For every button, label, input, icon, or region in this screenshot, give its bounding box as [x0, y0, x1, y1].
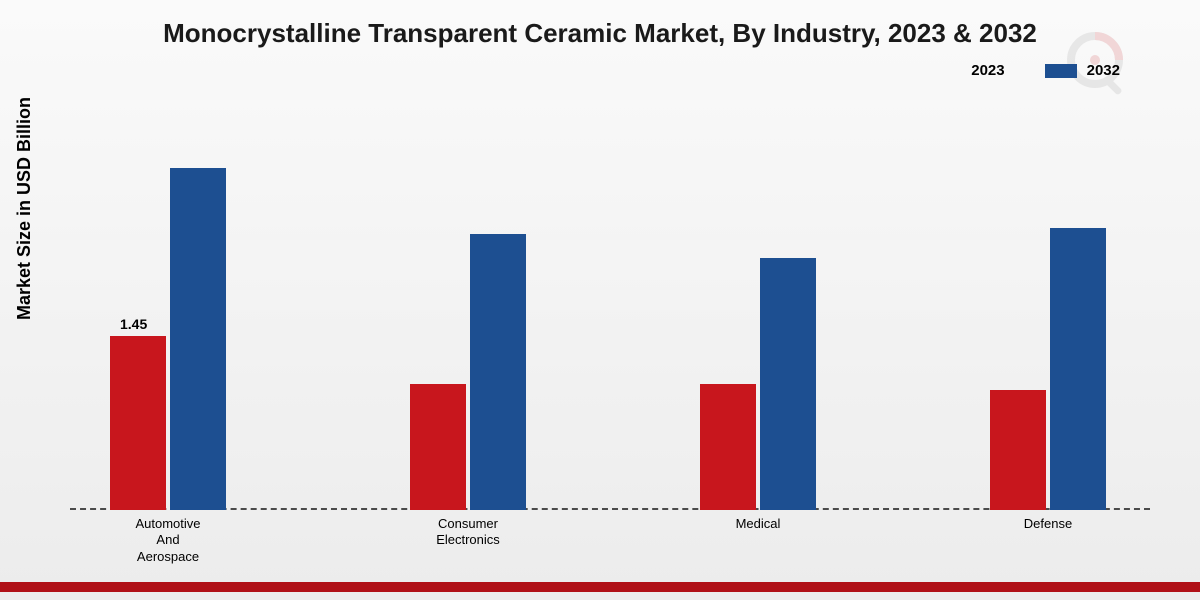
- legend-swatch-2023: [929, 64, 961, 78]
- baseline: [70, 508, 1150, 510]
- bar-group: ConsumerElectronics: [410, 234, 526, 510]
- legend-swatch-2032: [1045, 64, 1077, 78]
- legend-label-2023: 2023: [971, 62, 1004, 79]
- bar-2032: [1050, 228, 1106, 510]
- x-axis-label: ConsumerElectronics: [408, 516, 528, 549]
- bar-2023: [410, 384, 466, 510]
- x-axis-label: Defense: [988, 516, 1108, 532]
- x-axis-label: Medical: [698, 516, 818, 532]
- bar-group: Medical: [700, 258, 816, 510]
- plot-area: 1.45AutomotiveAndAerospace ConsumerElectr…: [80, 90, 1140, 510]
- legend-item-2023: 2023: [929, 62, 1004, 79]
- legend-label-2032: 2032: [1087, 62, 1120, 79]
- bar-2023: [700, 384, 756, 510]
- bar-group: Defense: [990, 228, 1106, 510]
- legend: 2023 2032: [929, 62, 1120, 79]
- bar-2032: [170, 168, 226, 510]
- bar-2023: [110, 336, 166, 510]
- bar-value-label: 1.45: [120, 316, 147, 332]
- y-axis-label: Market Size in USD Billion: [14, 97, 35, 320]
- bar-2032: [760, 258, 816, 510]
- footer-accent-bar: [0, 582, 1200, 592]
- bar-group: 1.45AutomotiveAndAerospace: [110, 168, 226, 510]
- bar-2023: [990, 390, 1046, 510]
- x-axis-label: AutomotiveAndAerospace: [108, 516, 228, 565]
- chart-title: Monocrystalline Transparent Ceramic Mark…: [0, 18, 1200, 49]
- legend-item-2032: 2032: [1045, 62, 1120, 79]
- bar-2032: [470, 234, 526, 510]
